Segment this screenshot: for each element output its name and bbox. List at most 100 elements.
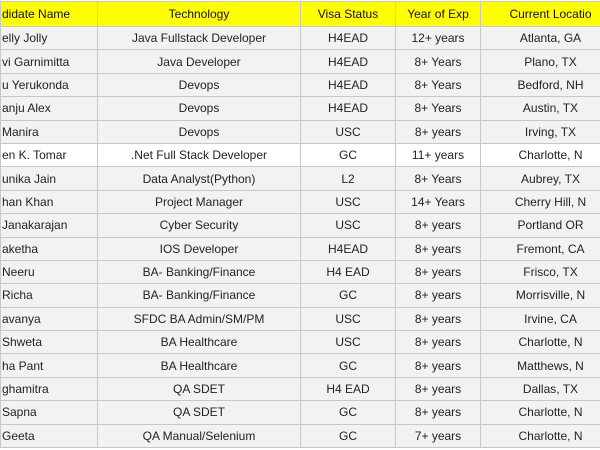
candidate-name: Neeru <box>0 259 98 285</box>
visa-status: H4 EAD <box>300 376 396 402</box>
technology: Java Developer <box>97 49 301 74</box>
table-row: aketha IOS Developer H4EAD 8+ years Fremont,… <box>0 236 600 261</box>
experience: 8+ years <box>395 376 481 402</box>
visa-status: H4 EAD <box>300 259 396 285</box>
location: Portland OR <box>480 213 600 238</box>
experience: 8+ Years <box>395 96 481 121</box>
column-header: Current Locatio <box>480 1 600 27</box>
location: Dallas, TX <box>480 376 600 402</box>
candidate-name: Manira <box>0 119 98 144</box>
visa-status: H4EAD <box>300 72 396 98</box>
visa-status: H4EAD <box>300 25 396 51</box>
technology: QA Manual/Selenium <box>97 423 301 449</box>
table-row: Neeru BA- Banking/Finance H4 EAD 8+ years Fr… <box>0 259 600 285</box>
experience: 8+ years <box>395 236 481 261</box>
candidate-name: u Yerukonda <box>0 72 98 98</box>
table-row: Shweta BA Healthcare USC 8+ years Charlotte,… <box>0 330 600 355</box>
table-row: han Khan Project Manager USC 14+ Years Cherr… <box>0 189 600 215</box>
visa-status: USC <box>300 330 396 355</box>
technology: Devops <box>97 72 301 98</box>
column-header: Year of Exp <box>395 1 481 27</box>
location: Matthews, N <box>480 353 600 378</box>
visa-status: GC <box>300 353 396 378</box>
candidate-name: avanya <box>0 306 98 332</box>
table-row: elly Jolly Java Fullstack Developer H4EAD 1… <box>0 25 600 51</box>
table-row: anju Alex Devops H4EAD 8+ Years Austin, TX <box>0 96 600 121</box>
table-row: Geeta QA Manual/Selenium GC 7+ years Charlot… <box>0 423 600 449</box>
technology: Devops <box>97 119 301 144</box>
visa-status: GC <box>300 283 396 308</box>
table-row: Richa BA- Banking/Finance GC 8+ years Morris… <box>0 283 600 308</box>
location: Aubrey, TX <box>480 166 600 191</box>
visa-status: L2 <box>300 166 396 191</box>
candidate-name: Janakarajan <box>0 213 98 238</box>
visa-status: GC <box>300 400 396 425</box>
table-row: vi Garnimitta Java Developer H4EAD 8+ Years… <box>0 49 600 74</box>
technology: BA Healthcare <box>97 330 301 355</box>
experience: 8+ years <box>395 213 481 238</box>
candidate-name: Geeta <box>0 423 98 449</box>
table-row: Sapna QA SDET GC 8+ years Charlotte, N <box>0 400 600 425</box>
experience: 8+ years <box>395 330 481 355</box>
candidate-name: elly Jolly <box>0 25 98 51</box>
experience: 8+ Years <box>395 166 481 191</box>
location: Cherry Hill, N <box>480 189 600 215</box>
visa-status: USC <box>300 119 396 144</box>
visa-status: GC <box>300 142 396 168</box>
visa-status: USC <box>300 189 396 215</box>
technology: BA- Banking/Finance <box>97 259 301 285</box>
column-header: didate Name <box>0 1 98 27</box>
location: Charlotte, N <box>480 142 600 168</box>
experience: 7+ years <box>395 423 481 449</box>
visa-status: USC <box>300 213 396 238</box>
location: Atlanta, GA <box>480 25 600 51</box>
candidate-name: anju Alex <box>0 96 98 121</box>
candidate-name: ghamitra <box>0 376 98 402</box>
location: Austin, TX <box>480 96 600 121</box>
candidate-name: vi Garnimitta <box>0 49 98 74</box>
candidate-name: aketha <box>0 236 98 261</box>
technology: Data Analyst(Python) <box>97 166 301 191</box>
experience: 14+ Years <box>395 189 481 215</box>
candidate-name: Richa <box>0 283 98 308</box>
location: Bedford, NH <box>480 72 600 98</box>
experience: 8+ years <box>395 400 481 425</box>
table-row: Janakarajan Cyber Security USC 8+ years Port… <box>0 213 600 238</box>
location: Charlotte, N <box>480 330 600 355</box>
candidate-name: en K. Tomar <box>0 142 98 168</box>
table-row: ghamitra QA SDET H4 EAD 8+ years Dallas, TX <box>0 376 600 402</box>
location: Charlotte, N <box>480 400 600 425</box>
technology: BA Healthcare <box>97 353 301 378</box>
visa-status: H4EAD <box>300 96 396 121</box>
experience: 8+ years <box>395 119 481 144</box>
location: Irving, TX <box>480 119 600 144</box>
table-row: ha Pant BA Healthcare GC 8+ years Matthews, … <box>0 353 600 378</box>
experience: 8+ Years <box>395 72 481 98</box>
location: Fremont, CA <box>480 236 600 261</box>
experience: 8+ years <box>395 259 481 285</box>
column-header: Technology <box>97 1 301 27</box>
experience: 11+ years <box>395 142 481 168</box>
visa-status: H4EAD <box>300 236 396 261</box>
candidate-name: han Khan <box>0 189 98 215</box>
technology: QA SDET <box>97 400 301 425</box>
candidate-name: Shweta <box>0 330 98 355</box>
technology: .Net Full Stack Developer <box>97 142 301 168</box>
visa-status: H4EAD <box>300 49 396 74</box>
technology: QA SDET <box>97 376 301 402</box>
experience: 8+ years <box>395 283 481 308</box>
technology: Devops <box>97 96 301 121</box>
column-header: Visa Status <box>300 1 396 27</box>
location: Charlotte, N <box>480 423 600 449</box>
experience: 8+ years <box>395 306 481 332</box>
technology: SFDC BA Admin/SM/PM <box>97 306 301 332</box>
location: Frisco, TX <box>480 259 600 285</box>
experience: 8+ years <box>395 353 481 378</box>
technology: Project Manager <box>97 189 301 215</box>
table-row: en K. Tomar .Net Full Stack Developer GC 11… <box>0 142 600 168</box>
technology: IOS Developer <box>97 236 301 261</box>
table-row: avanya SFDC BA Admin/SM/PM USC 8+ years Irvi… <box>0 306 600 332</box>
header-row: didate Name Technology Visa Status Year of … <box>0 1 600 27</box>
